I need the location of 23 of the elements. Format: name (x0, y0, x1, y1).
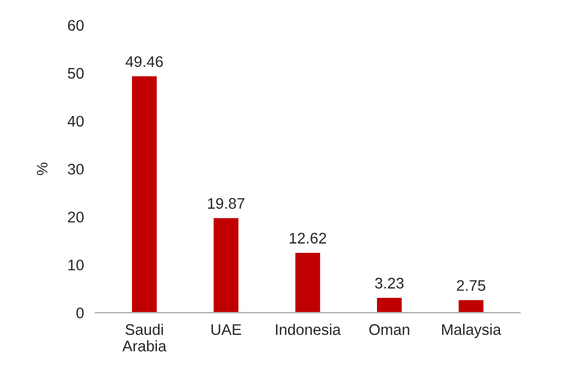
x-tick-label: Saudi Arabia (122, 324, 166, 352)
x-tick-label: UAE (212, 324, 242, 335)
y-tick-label: 30 (68, 164, 84, 175)
data-label: 2.75 (456, 280, 486, 291)
bar (130, 74, 158, 313)
data-label: 3.23 (375, 278, 404, 289)
y-tick-label: 0 (76, 308, 84, 318)
y-tick-label: 40 (68, 116, 84, 127)
bar (294, 251, 322, 313)
y-tick-label: 20 (68, 212, 84, 222)
y-tick-label: 10 (68, 260, 84, 270)
data-label: 12.62 (290, 232, 326, 244)
data-label: 19.87 (208, 198, 244, 209)
x-tick-label: Indonesia (276, 324, 341, 335)
y-axis-title: % (36, 162, 48, 176)
bar (457, 298, 485, 313)
y-tick-label: 50 (68, 68, 84, 79)
y-tick-label: 60 (68, 20, 84, 31)
data-label: 49.46 (126, 56, 163, 68)
x-tick-label: Malaysia (442, 324, 502, 338)
bar (376, 296, 404, 313)
x-tick-label: Oman (369, 324, 410, 335)
bar (212, 216, 240, 313)
